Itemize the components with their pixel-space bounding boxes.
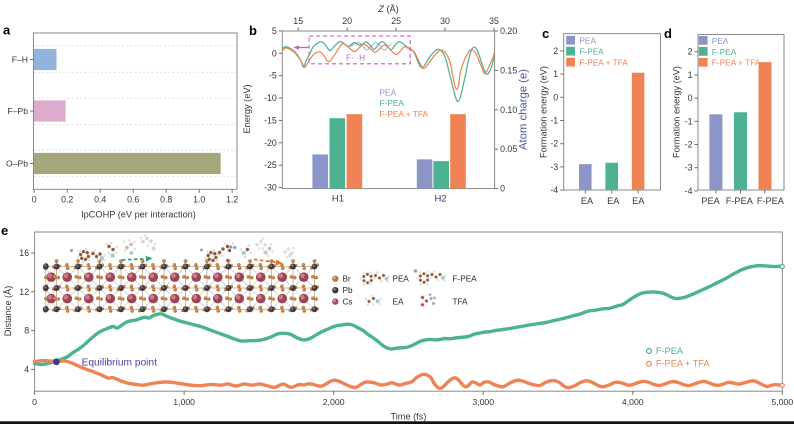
svg-text:0.10: 0.10 <box>500 105 517 115</box>
svg-text:TFA: TFA <box>453 298 469 307</box>
svg-text:-4: -4 <box>685 186 693 196</box>
svg-text:Formation energy (eV): Formation energy (eV) <box>539 66 549 158</box>
svg-text:15: 15 <box>293 16 303 26</box>
svg-text:1.2: 1.2 <box>226 195 238 205</box>
svg-text:-5: -5 <box>269 71 277 81</box>
svg-text:PEA: PEA <box>393 275 410 284</box>
svg-text:EA: EA <box>393 298 404 307</box>
svg-text:3,000: 3,000 <box>472 397 494 407</box>
svg-text:IpCOHP (eV per interaction): IpCOHP (eV per interaction) <box>81 210 196 220</box>
svg-text:1: 1 <box>553 69 558 79</box>
svg-text:Pb: Pb <box>343 286 353 295</box>
svg-text:F-PEA: F-PEA <box>380 98 405 108</box>
svg-text:-4: -4 <box>550 185 558 195</box>
svg-text:35: 35 <box>489 16 499 26</box>
svg-text:-10: -10 <box>264 93 277 103</box>
svg-text:1.0: 1.0 <box>193 195 205 205</box>
svg-text:30: 30 <box>440 16 450 26</box>
svg-text:EA: EA <box>632 196 645 206</box>
svg-text:F-PEA: F-PEA <box>757 196 785 206</box>
svg-text:Time (fs): Time (fs) <box>390 412 426 422</box>
svg-text:0.6: 0.6 <box>127 195 139 205</box>
svg-text:Distance (Å): Distance (Å) <box>3 286 13 337</box>
svg-text:d: d <box>664 26 672 41</box>
svg-text:PEA: PEA <box>712 36 729 46</box>
svg-text:1: 1 <box>688 70 693 80</box>
svg-text:Z (Å): Z (Å) <box>377 4 398 14</box>
svg-text:-15: -15 <box>264 115 277 125</box>
svg-text:F···H: F···H <box>346 54 365 63</box>
svg-text:-20: -20 <box>264 138 277 148</box>
svg-text:F-PEA: F-PEA <box>453 275 478 284</box>
svg-text:2,000: 2,000 <box>323 397 345 407</box>
svg-text:0: 0 <box>688 93 693 103</box>
svg-text:4: 4 <box>24 364 29 374</box>
svg-text:F-PEA: F-PEA <box>656 346 684 356</box>
svg-text:0: 0 <box>553 92 558 102</box>
svg-text:F-PEA + TFA: F-PEA + TFA <box>712 58 761 68</box>
svg-text:0: 0 <box>272 48 277 58</box>
svg-text:-3: -3 <box>550 162 558 172</box>
svg-text:0.8: 0.8 <box>160 195 172 205</box>
svg-text:F–Pb: F–Pb <box>7 106 28 116</box>
svg-text:Energy (eV): Energy (eV) <box>242 84 252 133</box>
svg-text:Br: Br <box>343 275 351 284</box>
svg-text:-25: -25 <box>264 160 277 170</box>
svg-text:0: 0 <box>500 184 505 194</box>
svg-text:20: 20 <box>342 16 352 26</box>
svg-text:F-PEA + TFA: F-PEA + TFA <box>380 109 429 119</box>
svg-text:0.15: 0.15 <box>500 65 517 75</box>
svg-text:5: 5 <box>272 26 277 36</box>
svg-text:1,000: 1,000 <box>173 397 195 407</box>
svg-text:0.05: 0.05 <box>500 144 517 154</box>
svg-text:F-PEA + TFA: F-PEA + TFA <box>579 58 628 68</box>
svg-text:H1: H1 <box>332 194 344 205</box>
svg-text:Atom charge (e): Atom charge (e) <box>518 69 530 150</box>
svg-text:b: b <box>249 23 257 38</box>
svg-text:H2: H2 <box>435 194 447 205</box>
svg-text:2: 2 <box>553 46 558 56</box>
svg-text:F-PEA + TFA: F-PEA + TFA <box>656 359 711 369</box>
svg-text:-2: -2 <box>550 139 558 149</box>
svg-text:PEA: PEA <box>380 87 397 97</box>
svg-text:F-PEA: F-PEA <box>712 47 737 57</box>
svg-text:a: a <box>3 23 11 38</box>
svg-text:Cs: Cs <box>343 298 353 307</box>
svg-text:PEA: PEA <box>579 36 596 46</box>
svg-text:-30: -30 <box>264 183 277 193</box>
svg-text:2: 2 <box>688 47 693 57</box>
svg-text:4,000: 4,000 <box>622 397 644 407</box>
svg-text:5,000: 5,000 <box>771 397 793 407</box>
svg-text:EA: EA <box>607 196 620 206</box>
svg-text:0: 0 <box>32 195 37 205</box>
svg-text:8: 8 <box>24 326 29 336</box>
svg-text:16: 16 <box>19 248 29 258</box>
svg-text:F-PEA: F-PEA <box>579 47 604 57</box>
svg-text:O–Pb: O–Pb <box>6 159 28 169</box>
svg-text:25: 25 <box>391 16 401 26</box>
svg-text:F-PEA: F-PEA <box>726 196 754 206</box>
svg-text:c: c <box>542 26 549 41</box>
svg-text:Equilibrium point: Equilibrium point <box>82 358 157 369</box>
svg-text:-3: -3 <box>685 163 693 173</box>
svg-text:12: 12 <box>19 287 29 297</box>
svg-text:0.20: 0.20 <box>500 26 517 36</box>
svg-text:Formation energy (eV): Formation energy (eV) <box>672 66 682 158</box>
svg-text:-1: -1 <box>685 116 693 126</box>
svg-text:0: 0 <box>32 397 37 407</box>
svg-text:EA: EA <box>581 196 594 206</box>
svg-text:-1: -1 <box>550 116 558 126</box>
svg-text:0.2: 0.2 <box>61 195 73 205</box>
svg-text:PEA: PEA <box>701 196 720 206</box>
svg-text:0.4: 0.4 <box>94 195 106 205</box>
svg-text:F–H: F–H <box>12 55 28 65</box>
svg-text:e: e <box>1 223 8 238</box>
svg-text:-2: -2 <box>685 140 693 150</box>
